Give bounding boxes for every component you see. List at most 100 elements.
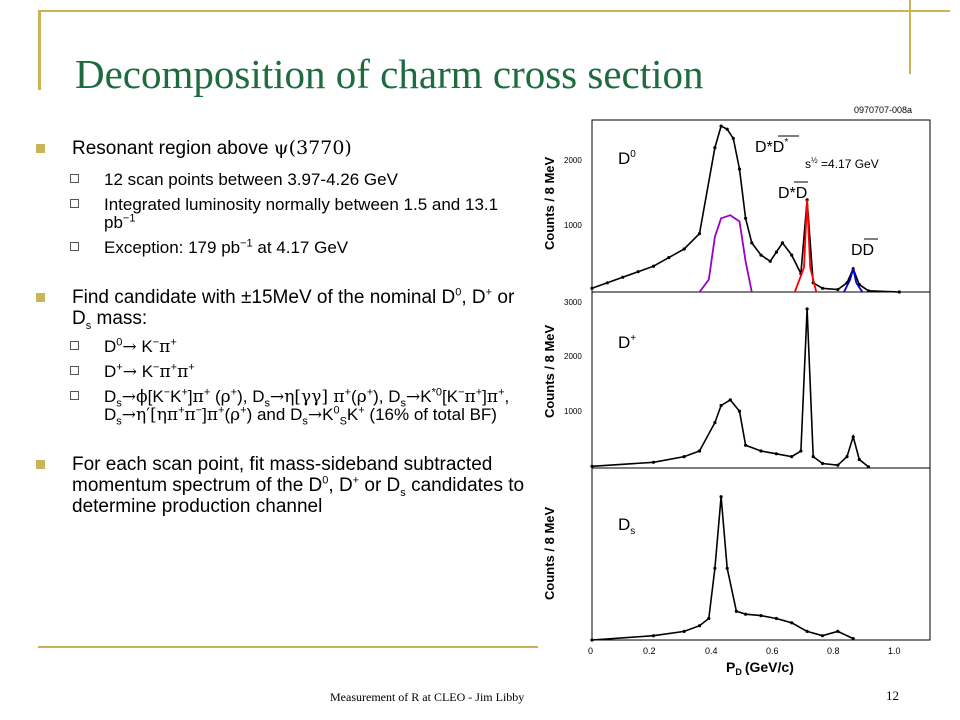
- sub-bullet-marker: [70, 174, 79, 183]
- bullet-marker: [36, 293, 45, 302]
- data-point: [719, 403, 723, 408]
- data-point: [713, 421, 717, 425]
- data-point: [759, 253, 763, 257]
- data-point: [820, 461, 825, 466]
- sub-bullet-marker: [70, 199, 79, 208]
- data-point: [774, 452, 778, 456]
- panel-dplus-frame: [591, 291, 931, 469]
- bullet-find-text: Find candidate with ±15MeV of the nomina…: [72, 287, 456, 308]
- data-point: [759, 614, 763, 618]
- panel-ds-frame: [591, 467, 931, 641]
- page-number: 12: [886, 688, 899, 703]
- data-point: [725, 566, 729, 570]
- label-sqrt-s: s½ =4.17 GeV: [805, 156, 879, 171]
- data-point: [682, 629, 686, 634]
- y-tick: 1000: [564, 407, 582, 416]
- spectra-curves: [590, 124, 901, 642]
- data-point: [713, 566, 717, 570]
- series-ds-data: [591, 496, 854, 641]
- data-point: [857, 457, 861, 462]
- data-point: [725, 127, 729, 131]
- spectra-svg: 0970707-008a Counts / 8 MeV Counts / 8 M…: [542, 105, 931, 677]
- data-point: [590, 638, 594, 642]
- footer-text: Measurement of R at CLEO - Jim Libby: [330, 690, 525, 704]
- frame-right-line: [909, 0, 911, 74]
- data-point: [836, 287, 840, 292]
- data-point: [836, 629, 840, 634]
- data-point: [731, 136, 735, 140]
- data-point: [682, 455, 686, 459]
- sub-bullet-luminosity: Integrated luminosity normally between 1…: [36, 196, 531, 232]
- slide-title: Decomposition of charm cross section: [75, 51, 704, 97]
- x-tick: 0.8: [827, 646, 840, 656]
- label-d0: D0: [618, 149, 636, 168]
- data-point: [682, 247, 686, 251]
- sub-bullet-marker: [70, 366, 79, 375]
- psi-symbol: ψ(3770): [273, 137, 352, 159]
- data-point: [805, 307, 809, 311]
- data-point: [713, 146, 717, 150]
- data-point: [799, 449, 803, 453]
- data-point: [866, 289, 871, 293]
- data-point: [636, 270, 640, 274]
- data-point: [759, 449, 763, 453]
- y-axis-label-bottom: Counts / 8 MeV: [542, 506, 557, 600]
- data-point: [750, 241, 754, 245]
- data-point: [734, 609, 738, 613]
- data-point: [744, 443, 748, 447]
- sub-bullet-ds-decay: Ds→ϕ[K−K+]π+ (ρ+), Ds→η[γγ] π+(ρ+), Ds→K…: [36, 387, 531, 427]
- footer-line: [38, 646, 538, 648]
- sub-bullet-text: 12 scan points between 3.97-4.26 GeV: [104, 170, 398, 189]
- data-point: [651, 460, 656, 464]
- data-point: [744, 216, 748, 220]
- bullet-find-tail: mass:: [91, 308, 148, 329]
- y-tick: 3000: [564, 298, 582, 307]
- data-point: [790, 621, 794, 625]
- series-d0-dd: [843, 268, 864, 293]
- data-point: [790, 253, 794, 257]
- data-point: [697, 624, 702, 628]
- data-point: [820, 286, 825, 290]
- figure-tag: 0970707-008a: [854, 105, 912, 115]
- data-point: [697, 449, 702, 453]
- data-point: [836, 463, 840, 467]
- slide-content: Resonant region above ψ(3770) 12 scan po…: [36, 138, 531, 517]
- bullet-resonant: Resonant region above ψ(3770): [36, 138, 531, 159]
- data-point: [621, 275, 625, 279]
- y-tick: 2000: [564, 156, 582, 165]
- data-point: [780, 241, 785, 245]
- data-point: [667, 256, 671, 260]
- series-d0-data: [591, 124, 900, 293]
- data-point: [737, 409, 742, 413]
- data-point: [897, 290, 901, 294]
- bullet-resonant-text: Resonant region above: [72, 138, 274, 159]
- sub-bullet-text: Exception: 179 pb: [104, 238, 241, 257]
- data-point: [774, 250, 778, 254]
- y-tick: 2000: [564, 352, 582, 361]
- label-dd: DD: [851, 242, 874, 259]
- data-point: [820, 634, 825, 638]
- sub-bullet-text: Integrated luminosity normally between 1…: [104, 195, 499, 232]
- data-point: [605, 281, 609, 285]
- label-dstar-d: D*D: [778, 185, 807, 202]
- bullet-fit-tail: candidates to determine production chann…: [72, 475, 525, 517]
- data-point: [719, 124, 723, 128]
- bullet-find-candidate: Find candidate with ±15MeV of the nomina…: [36, 287, 531, 331]
- data-point: [744, 612, 748, 616]
- data-point: [651, 634, 656, 638]
- data-point: [845, 455, 849, 459]
- data-point: [866, 465, 871, 469]
- series-d0-d-d-: [698, 214, 753, 293]
- sub-bullet-scan-points: 12 scan points between 3.97-4.26 GeV: [36, 171, 531, 189]
- data-point: [590, 286, 594, 290]
- data-point: [851, 637, 855, 641]
- y-tick: 1000: [564, 221, 582, 230]
- x-tick: 0.4: [705, 646, 718, 656]
- frame-left-line: [38, 12, 41, 90]
- y-axis-label-middle: Counts / 8 MeV: [542, 324, 557, 418]
- label-ds: Ds: [618, 515, 635, 537]
- frame-top-line: [38, 10, 950, 12]
- data-point: [697, 232, 702, 236]
- label-dstar-dstar: D*D*: [755, 137, 788, 156]
- momentum-spectra-figure: 0970707-008a Counts / 8 MeV Counts / 8 M…: [536, 100, 940, 680]
